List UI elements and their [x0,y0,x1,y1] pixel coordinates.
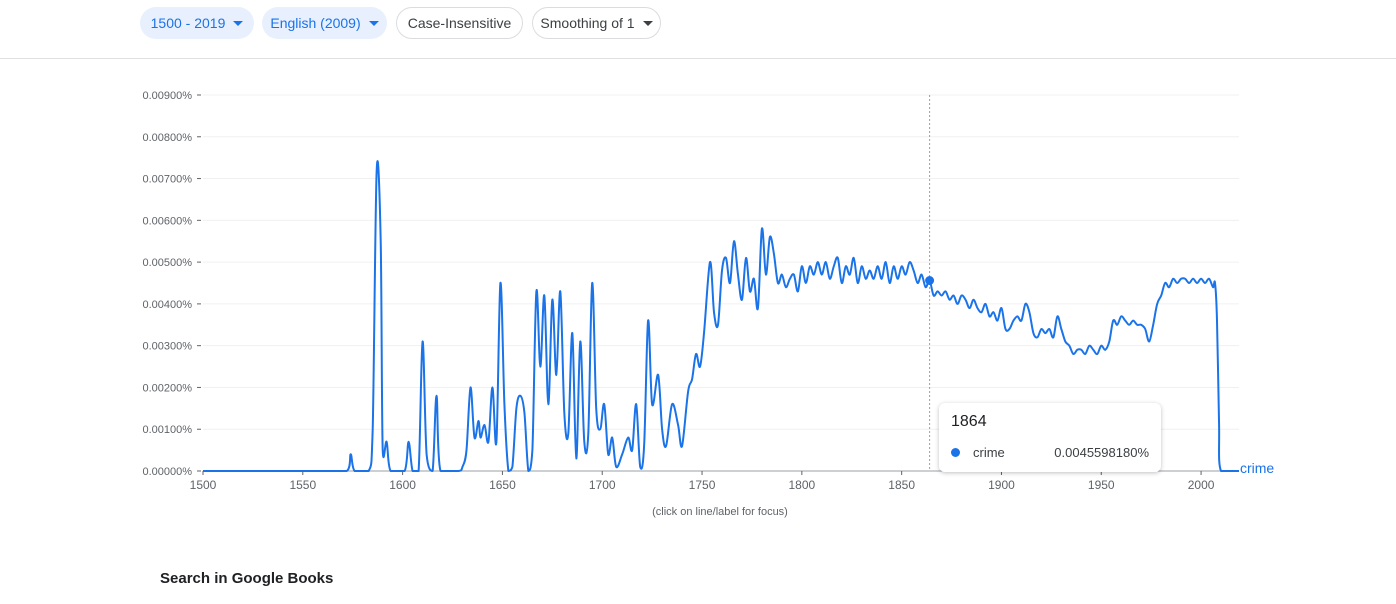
y-tick-label: 0.00000% [142,466,192,478]
caret-down-icon [368,20,379,26]
series-line-crime[interactable] [202,160,1239,472]
x-tick-label: 1750 [689,478,716,492]
case-insensitive-toggle[interactable]: Case-Insensitive [396,7,523,39]
x-tick-label: 1850 [888,478,915,492]
x-tick-label: 1500 [190,478,217,492]
year-range-dropdown[interactable]: 1500 - 2019 [140,7,254,39]
year-range-label: 1500 - 2019 [150,15,226,31]
smoothing-dropdown[interactable]: Smoothing of 1 [532,7,661,39]
x-tick-label: 2000 [1188,478,1215,492]
y-tick-label: 0.00100% [142,424,192,436]
corpus-dropdown[interactable]: English (2009) [262,7,387,39]
y-tick-label: 0.00700% [142,174,192,186]
smoothing-label: Smoothing of 1 [540,15,635,31]
x-tick-label: 1550 [289,478,316,492]
chart-series[interactable]: crime [202,160,1274,476]
y-axis: 0.00000% 0.00100% 0.00200% 0.00300% 0.00400%… [142,90,201,478]
series-label-crime[interactable]: crime [1240,460,1274,476]
x-tick-label: 1950 [1088,478,1115,492]
tooltip-term: crime [973,445,1005,460]
y-tick-label: 0.00500% [142,257,192,269]
y-tick-label: 0.00300% [142,341,192,353]
caret-down-icon [642,20,653,26]
focus-hint: (click on line/label for focus) [652,506,788,518]
chart-gridlines [203,94,1239,430]
y-tick-label: 0.00200% [142,382,192,394]
x-tick-label: 1650 [489,478,516,492]
case-label: Case-Insensitive [407,15,512,31]
y-tick-label: 0.00900% [142,90,192,102]
tooltip-value: 0.0045598180% [1054,445,1149,460]
value-tooltip: 1864 crime 0.0045598180% [939,403,1161,472]
google-books-heading: Search in Google Books [160,570,334,587]
toolbar: 1500 - 2019 English (2009) Case-Insensit… [0,0,1396,59]
y-tick-label: 0.00600% [142,215,192,227]
caret-down-icon [233,20,244,26]
y-tick-label: 0.00400% [142,299,192,311]
tooltip-series-dot [951,448,960,457]
ngram-chart[interactable]: 0.00000% 0.00100% 0.00200% 0.00300% 0.00400%… [0,60,1396,530]
x-tick-label: 1700 [589,478,616,492]
x-tick-label: 1800 [788,478,815,492]
x-axis: 1500 1550 1600 1650 1700 1750 1800 1850 1900 1950… [190,470,1239,492]
tooltip-year: 1864 [951,413,987,430]
focus-point[interactable] [925,276,935,286]
x-tick-label: 1900 [988,478,1015,492]
y-tick-label: 0.00800% [142,132,192,144]
x-tick-label: 1600 [389,478,416,492]
corpus-label: English (2009) [270,15,361,31]
